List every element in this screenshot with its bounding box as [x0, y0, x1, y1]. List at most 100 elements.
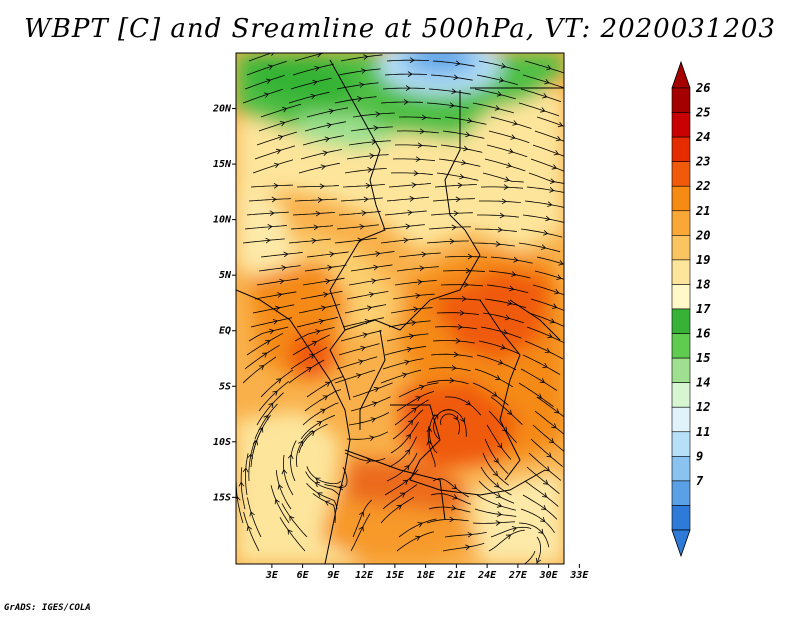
- wbpt-23-small-west: [290, 330, 340, 380]
- wbpt-16-region-light: [250, 58, 360, 105]
- streamline: [298, 423, 328, 454]
- streamline: [302, 402, 339, 426]
- colorbar-level-label: 23: [695, 155, 710, 169]
- streamline-arrow: [373, 125, 379, 131]
- streamline: [522, 354, 561, 376]
- colorbar-level-label: 24: [695, 130, 710, 144]
- streamline-arrow: [426, 427, 433, 433]
- streamline-arrow: [544, 78, 550, 85]
- streamline: [338, 68, 381, 76]
- streamline: [490, 256, 533, 264]
- streamline: [306, 483, 338, 510]
- streamline-arrow: [549, 318, 555, 324]
- streamline-arrow: [506, 162, 512, 168]
- streamline: [279, 517, 306, 552]
- lon-tick-label: 3E: [265, 570, 279, 581]
- streamline-arrow: [495, 520, 501, 526]
- streamline: [290, 225, 333, 230]
- streamline-arrow: [358, 526, 364, 532]
- streamline: [240, 467, 246, 510]
- streamline-arrow: [451, 224, 457, 231]
- streamline-arrow: [404, 449, 410, 455]
- streamline: [298, 162, 340, 174]
- streamline: [296, 316, 338, 328]
- streamline-arrow: [265, 237, 271, 244]
- streamline-arrow: [542, 362, 548, 368]
- streamline: [432, 60, 475, 67]
- streamline: [532, 424, 564, 452]
- streamline-arrow: [356, 373, 362, 379]
- streamline-arrow: [546, 452, 552, 458]
- streamline: [440, 144, 483, 153]
- streamline-arrow: [497, 226, 503, 233]
- streamline: [306, 251, 349, 258]
- streamline: [432, 198, 475, 202]
- colorbar-level-label: 20: [695, 228, 710, 242]
- streamline-arrow: [358, 359, 364, 365]
- streamline-arrow: [322, 395, 329, 401]
- streamline: [270, 485, 290, 524]
- streamline: [346, 154, 389, 160]
- streamline-arrow: [403, 237, 409, 244]
- streamline-arrow: [415, 396, 421, 402]
- streamline-arrow: [540, 107, 546, 113]
- streamline: [518, 382, 554, 408]
- streamline: [430, 353, 473, 358]
- streamline-arrow: [404, 359, 410, 366]
- streamline: [300, 149, 342, 160]
- lon-tick-label: 6E: [297, 570, 310, 581]
- streamline: [342, 317, 384, 328]
- streamline-arrow: [546, 64, 552, 71]
- streamline-arrow: [509, 285, 515, 292]
- streamline: [530, 298, 564, 311]
- colorbar-level-label: 26: [695, 81, 710, 95]
- streamline-arrow: [547, 201, 553, 207]
- streamline-arrow: [497, 442, 502, 449]
- border-sahel: [329, 59, 386, 291]
- streamline-arrow: [415, 535, 421, 541]
- streamline: [258, 381, 289, 412]
- colorbar-swatch: [671, 480, 691, 506]
- chart-title: WBPT [C] and Sreamline at 500hPa, VT: 20…: [24, 14, 776, 44]
- streamline-arrow: [453, 210, 459, 217]
- streamline: [390, 421, 419, 454]
- streamline: [294, 53, 326, 62]
- streamline: [242, 238, 285, 244]
- streamline-arrow: [455, 60, 461, 67]
- streamline: [348, 412, 390, 426]
- latitude-axis: 20N 15N 10N 5N EQ 5S 10S 15S: [212, 104, 236, 503]
- streamline: [294, 198, 338, 202]
- colorbar-swatch: [671, 87, 691, 113]
- streamline: [477, 214, 519, 218]
- wbpt-18-band-west: [236, 190, 300, 275]
- streamline: [338, 211, 381, 216]
- streamline: [474, 368, 514, 388]
- streamline: [350, 396, 391, 412]
- streamline: [246, 60, 287, 76]
- border-angola-south: [344, 449, 446, 521]
- streamline-arrow: [271, 53, 275, 56]
- streamline-arrow: [449, 516, 455, 523]
- streamline-arrow: [553, 150, 560, 156]
- streamline-arrow: [375, 111, 381, 118]
- streamline: [254, 145, 296, 160]
- streamline-arrow: [298, 440, 303, 446]
- streamline-arrow: [320, 305, 327, 311]
- streamline-arrow: [403, 99, 409, 105]
- streamline-arrow: [465, 400, 471, 406]
- streamline-arrow: [459, 310, 465, 316]
- streamline-arrow: [316, 421, 323, 426]
- streamline: [430, 74, 473, 81]
- streamline: [245, 453, 249, 496]
- streamline: [528, 172, 564, 184]
- streamline: [430, 493, 472, 505]
- streamline-arrow: [467, 531, 473, 538]
- streamline: [486, 144, 528, 158]
- streamline-arrow: [315, 477, 321, 483]
- streamline-arrow: [455, 196, 461, 203]
- streamline-arrow: [419, 265, 425, 272]
- streamline: [398, 518, 437, 538]
- streamline: [256, 131, 298, 146]
- streamline: [306, 466, 342, 485]
- streamline-arrow: [246, 525, 253, 532]
